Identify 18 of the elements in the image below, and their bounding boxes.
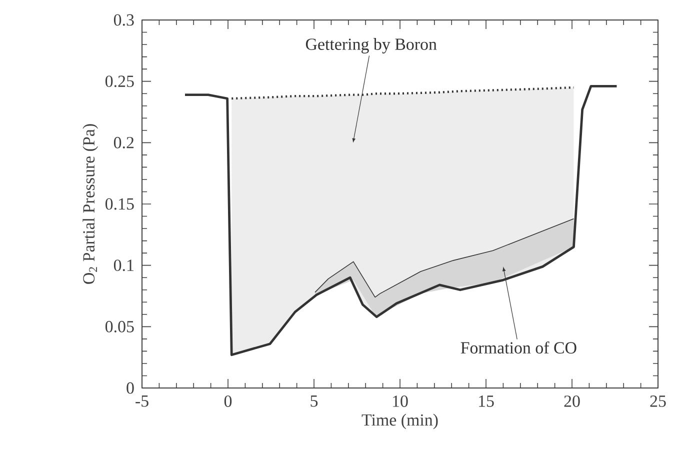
x-axis-title: Time (min) [362, 414, 438, 430]
y-tick-label: 0.25 [105, 76, 134, 88]
x-tick-label: -5 [136, 396, 148, 407]
x-tick-label: 15 [479, 396, 494, 407]
y-tick-label: 0.2 [114, 136, 134, 148]
x-tick-label: 20 [564, 396, 580, 407]
x-tick-label: 10 [393, 396, 408, 407]
x-tick-label: 5 [310, 396, 318, 407]
y-tick-label: 0.3 [114, 14, 134, 26]
x-tick-label: 25 [650, 396, 666, 407]
y-axis-title: O$_{2}$ Partial Pressure (Pa) [82, 124, 98, 284]
y-tick-label: 0 [126, 382, 134, 394]
y-tick-label: 0.05 [105, 320, 134, 332]
x-tick-label: 0 [224, 396, 232, 407]
annotation: Gettering by Boron [306, 38, 437, 54]
y-tick-label: 0.15 [105, 198, 134, 210]
y-tick-label: 0.1 [114, 260, 134, 272]
annotation: Formation of CO [460, 341, 576, 354]
